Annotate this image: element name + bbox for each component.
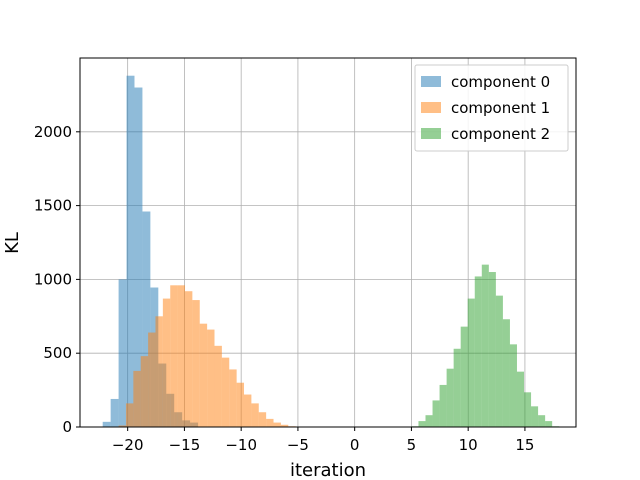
histogram-bar <box>214 345 222 427</box>
histogram-bar <box>184 291 193 427</box>
histogram-bar <box>134 87 143 428</box>
histogram-bar <box>516 371 525 427</box>
histogram-bar <box>251 403 259 427</box>
x-tick-label: −5 <box>287 436 309 454</box>
histogram-bar <box>258 412 267 427</box>
histogram-bar <box>439 384 447 427</box>
legend-label: component 1 <box>451 99 550 117</box>
histogram-bar <box>453 348 461 427</box>
histogram-bar <box>538 415 546 427</box>
histogram-bars <box>102 75 560 428</box>
histogram-bar <box>531 406 539 427</box>
histogram-bar <box>148 332 156 427</box>
histogram-bar <box>126 75 135 427</box>
histogram-bar <box>207 329 215 427</box>
histogram-bar <box>481 264 489 427</box>
histogram-bar <box>199 323 208 427</box>
histogram-bar <box>140 356 149 427</box>
histogram-bar <box>244 394 252 427</box>
x-tick-label: 15 <box>515 436 534 454</box>
x-tick-label: 10 <box>459 436 478 454</box>
histogram-bar <box>524 392 532 427</box>
histogram-bar <box>102 421 111 427</box>
x-axis-label: iteration <box>290 460 366 480</box>
histogram-bar <box>474 276 482 427</box>
histogram-bar <box>177 285 185 427</box>
histogram-bar <box>155 316 163 427</box>
histogram-bar <box>125 403 134 427</box>
histogram-bar <box>460 326 468 427</box>
x-tick-label: −20 <box>112 436 144 454</box>
histogram-bar <box>545 421 553 427</box>
x-tick-label: 0 <box>350 436 360 454</box>
plot-frame <box>79 57 577 428</box>
legend-label: component 0 <box>451 73 550 91</box>
histogram-bar <box>418 421 426 427</box>
histogram-bar <box>118 425 126 427</box>
histogram-bar <box>192 300 200 427</box>
y-tick-label: 0 <box>62 418 72 436</box>
histogram-bar <box>502 319 510 427</box>
histogram-bar <box>221 357 230 427</box>
y-axis-label: KL <box>2 232 23 254</box>
histogram-bar <box>425 415 433 427</box>
legend-swatch <box>421 102 441 113</box>
x-tick-label: −10 <box>225 436 257 454</box>
histogram-bar <box>110 398 119 427</box>
histogram-bar <box>236 382 245 427</box>
histogram-bar <box>280 424 289 427</box>
legend-swatch <box>421 128 441 139</box>
histogram-bar <box>170 285 178 427</box>
histogram-bar <box>118 279 127 427</box>
y-tick-label: 1000 <box>34 270 72 288</box>
y-tick-label: 1500 <box>34 197 72 215</box>
histogram-bar <box>266 418 274 427</box>
histogram-bar <box>162 298 171 427</box>
legend-box <box>414 64 569 152</box>
series-1-bars <box>118 285 296 427</box>
histogram-bar <box>142 211 151 427</box>
series-2-bars <box>411 264 560 427</box>
y-tick-label: 2000 <box>34 123 72 141</box>
histogram-bar <box>273 422 281 427</box>
histogram-bar <box>488 272 496 427</box>
y-tick-label: 500 <box>43 344 72 362</box>
axis-ticks: −20 −15 −10 −5 0 5 10 15 0 500 1000 1500 2000 <box>34 123 535 454</box>
histogram-bar <box>432 400 440 427</box>
legend-swatch <box>421 76 441 87</box>
x-tick-label: −15 <box>169 436 201 454</box>
histogram-bar <box>133 370 141 427</box>
legend: component 0 component 1 component 2 <box>414 64 569 152</box>
histogram-bar <box>495 295 503 427</box>
histogram-bar <box>446 368 454 427</box>
histogram-bar <box>229 369 237 427</box>
histogram-bar <box>509 344 517 427</box>
legend-label: component 2 <box>451 125 550 143</box>
histogram-bar <box>467 298 475 427</box>
x-tick-label: 5 <box>407 436 417 454</box>
